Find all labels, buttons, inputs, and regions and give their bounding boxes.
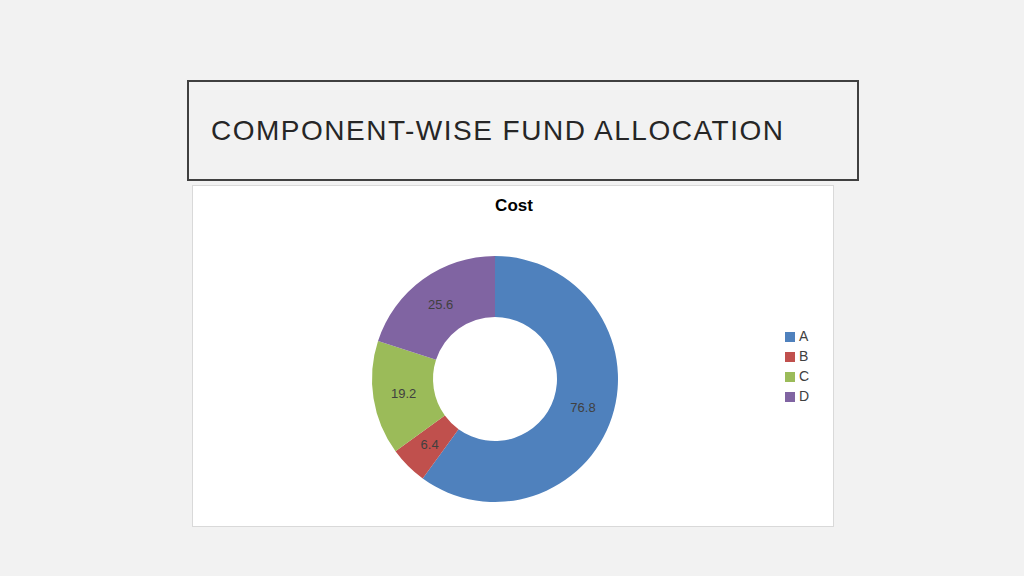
svg-text:19.2: 19.2 (391, 386, 416, 401)
html-text:C: C (798, 368, 809, 384)
html-text:COMPONENT-WISE FUND ALLOCATION: COMPONENT-WISE FUND ALLOCATION (211, 114, 785, 146)
html-text:A: A (798, 328, 809, 344)
html-text:B: B (798, 348, 809, 364)
svg-text:6.4: 6.4 (421, 437, 439, 452)
svg-text:76.8: 76.8 (570, 400, 595, 415)
svg-text:25.6: 25.6 (428, 297, 453, 312)
html-text:Cost: Cost (495, 196, 533, 215)
html-text:D: D (798, 388, 809, 404)
